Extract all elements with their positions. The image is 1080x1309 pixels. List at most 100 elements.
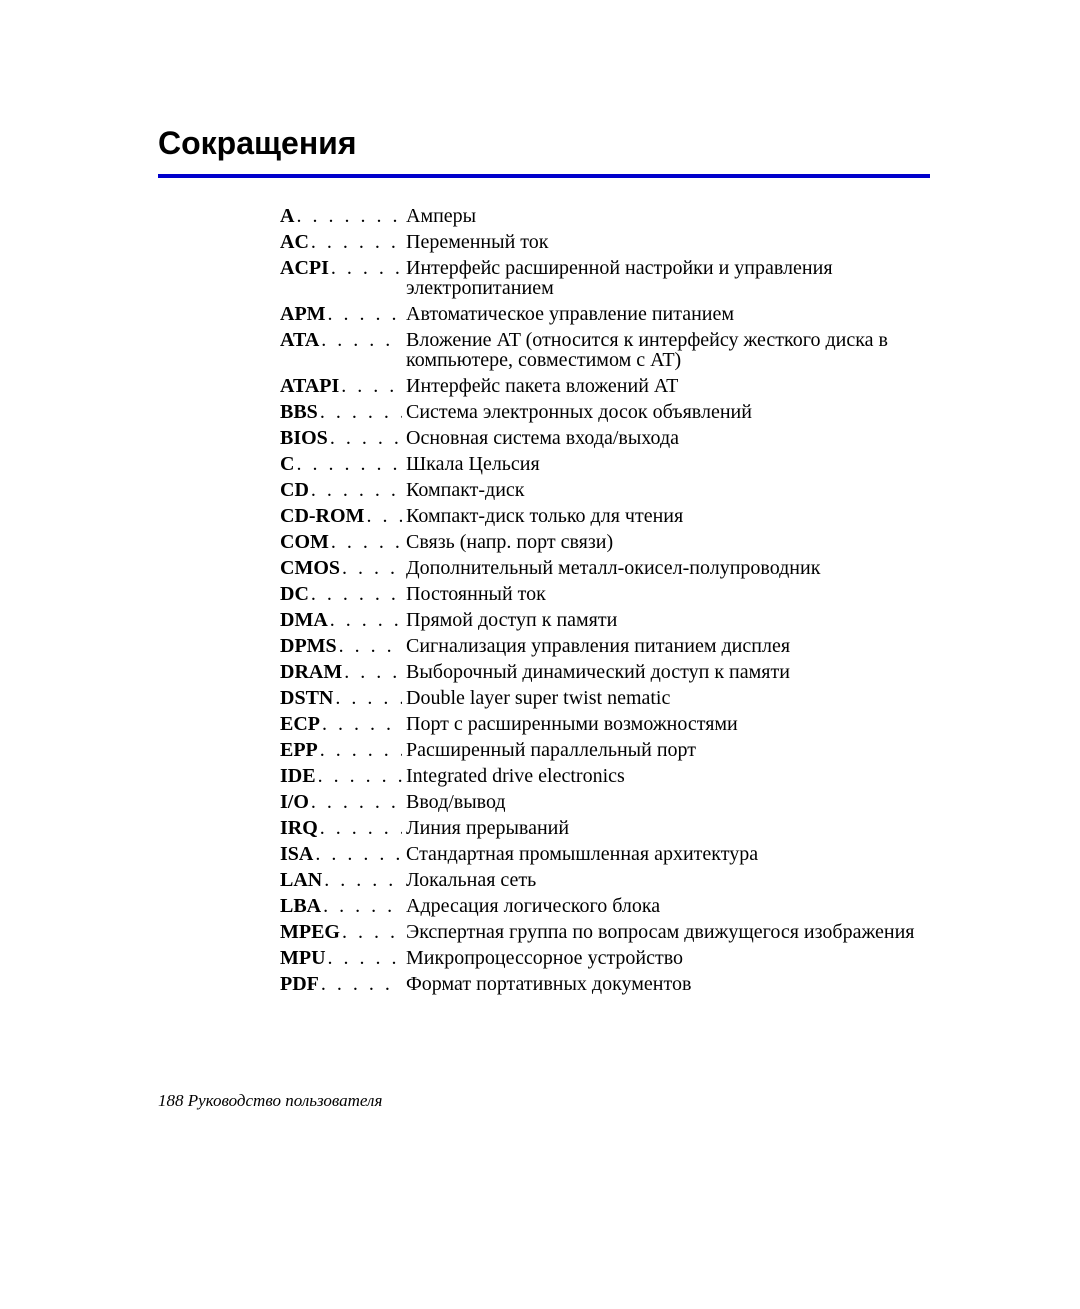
- leader-dots: . . . . . . . . . . . .: [318, 818, 402, 838]
- abbr-term-col: ECP . . . . . . . . . . . .: [280, 714, 402, 734]
- abbr-term-col: I/O . . . . . . . . . . . .: [280, 792, 402, 812]
- abbr-term-col: MPU . . . . . . . . . . . .: [280, 948, 402, 968]
- abbr-term: LBA: [280, 896, 321, 916]
- abbr-definition: Выборочный динамический доступ к памяти: [402, 662, 930, 682]
- abbr-definition: Экспертная группа по вопросам движущегос…: [402, 922, 930, 942]
- abbr-entry: BBS . . . . . . . . . . . .Система элект…: [280, 402, 930, 422]
- leader-dots: . . . . . . . . . . . .: [309, 232, 402, 252]
- leader-dots: . . . . . . . . . . . .: [294, 454, 402, 474]
- abbr-definition: Адресация логического блока: [402, 896, 930, 916]
- leader-dots: . . . . . . . . . . . .: [329, 258, 402, 278]
- abbr-term-col: DPMS . . . . . . . . . . . .: [280, 636, 402, 656]
- leader-dots: . . . . . . . . . . . .: [364, 506, 402, 526]
- abbr-term-col: APM . . . . . . . . . . . .: [280, 304, 402, 324]
- abbr-term-col: IDE . . . . . . . . . . . .: [280, 766, 402, 786]
- leader-dots: . . . . . . . . . . . .: [316, 766, 402, 786]
- abbr-term-col: ISA . . . . . . . . . . . .: [280, 844, 402, 864]
- leader-dots: . . . . . . . . . . . .: [340, 922, 402, 942]
- abbr-entry: LBA . . . . . . . . . . . .Адресация лог…: [280, 896, 930, 916]
- title-underline: [158, 174, 930, 178]
- abbr-entry: I/O . . . . . . . . . . . .Ввод/вывод: [280, 792, 930, 812]
- leader-dots: . . . . . . . . . . . .: [328, 428, 402, 448]
- abbr-definition: Локальная сеть: [402, 870, 930, 890]
- abbr-entry: MPEG . . . . . . . . . . . .Экспертная г…: [280, 922, 930, 942]
- abbr-term-col: DRAM . . . . . . . . . . . .: [280, 662, 402, 682]
- abbr-entry: ATA . . . . . . . . . . . .Вложение AT (…: [280, 330, 930, 370]
- abbr-definition: Микропроцессорное устройство: [402, 948, 930, 968]
- leader-dots: . . . . . . . . . . . .: [320, 714, 402, 734]
- abbr-definition: Система электронных досок объявлений: [402, 402, 930, 422]
- abbr-term: I/O: [280, 792, 309, 812]
- leader-dots: . . . . . . . . . . . .: [340, 558, 402, 578]
- leader-dots: . . . . . . . . . . . .: [319, 330, 402, 350]
- abbr-definition: Дополнительный металл-окисел-полупроводн…: [402, 558, 930, 578]
- abbr-entry: A . . . . . . . . . . . .Амперы: [280, 206, 930, 226]
- abbr-term-col: PDF . . . . . . . . . . . .: [280, 974, 402, 994]
- abbr-term-col: BBS . . . . . . . . . . . .: [280, 402, 402, 422]
- abbr-term-col: MPEG . . . . . . . . . . . .: [280, 922, 402, 942]
- leader-dots: . . . . . . . . . . . .: [328, 610, 402, 630]
- abbr-definition: Амперы: [402, 206, 930, 226]
- abbr-entry: AC . . . . . . . . . . . .Переменный ток: [280, 232, 930, 252]
- abbr-entry: ACPI . . . . . . . . . . . .Интерфейс ра…: [280, 258, 930, 298]
- abbr-term: CD-ROM: [280, 506, 364, 526]
- abbr-entry: DC . . . . . . . . . . . .Постоянный ток: [280, 584, 930, 604]
- abbr-term-col: CMOS . . . . . . . . . . . .: [280, 558, 402, 578]
- abbr-term-col: ATA . . . . . . . . . . . .: [280, 330, 402, 350]
- abbr-entry: COM . . . . . . . . . . . .Связь (напр. …: [280, 532, 930, 552]
- leader-dots: . . . . . . . . . . . .: [326, 948, 402, 968]
- abbr-entry: CMOS . . . . . . . . . . . .Дополнительн…: [280, 558, 930, 578]
- abbr-term-col: LBA . . . . . . . . . . . .: [280, 896, 402, 916]
- leader-dots: . . . . . . . . . . . .: [339, 376, 402, 396]
- abbr-entry: MPU . . . . . . . . . . . .Микропроцессо…: [280, 948, 930, 968]
- abbr-entry: APM . . . . . . . . . . . .Автоматическо…: [280, 304, 930, 324]
- abbr-entry: IRQ . . . . . . . . . . . .Линия прерыва…: [280, 818, 930, 838]
- abbr-term: CMOS: [280, 558, 340, 578]
- abbr-definition: Компакт-диск только для чтения: [402, 506, 930, 526]
- leader-dots: . . . . . . . . . . . .: [342, 662, 402, 682]
- leader-dots: . . . . . . . . . . . .: [333, 688, 402, 708]
- abbr-entry: CD-ROM . . . . . . . . . . . .Компакт-ди…: [280, 506, 930, 526]
- abbr-term: IDE: [280, 766, 316, 786]
- page-footer: 188 Руководство пользователя: [158, 1091, 382, 1111]
- abbr-definition: Расширенный параллельный порт: [402, 740, 930, 760]
- leader-dots: . . . . . . . . . . . .: [326, 304, 402, 324]
- abbr-definition: Связь (напр. порт связи): [402, 532, 930, 552]
- abbr-definition: Double layer super twist nematic: [402, 688, 930, 708]
- abbr-term-col: COM . . . . . . . . . . . .: [280, 532, 402, 552]
- abbr-term-col: CD-ROM . . . . . . . . . . . .: [280, 506, 402, 526]
- abbr-term: ACPI: [280, 258, 329, 278]
- abbr-entry: DRAM . . . . . . . . . . . .Выборочный д…: [280, 662, 930, 682]
- leader-dots: . . . . . . . . . . . .: [337, 636, 402, 656]
- leader-dots: . . . . . . . . . . . .: [309, 480, 402, 500]
- abbr-term-col: ACPI . . . . . . . . . . . .: [280, 258, 402, 278]
- abbr-entry: BIOS . . . . . . . . . . . .Основная сис…: [280, 428, 930, 448]
- abbr-definition: Компакт-диск: [402, 480, 930, 500]
- abbr-term-col: CD . . . . . . . . . . . .: [280, 480, 402, 500]
- leader-dots: . . . . . . . . . . . .: [329, 532, 402, 552]
- abbr-definition: Основная система входа/выхода: [402, 428, 930, 448]
- abbr-definition: Переменный ток: [402, 232, 930, 252]
- abbr-definition: Integrated drive electronics: [402, 766, 930, 786]
- abbr-definition: Прямой доступ к памяти: [402, 610, 930, 630]
- abbr-definition: Стандартная промышленная архитектура: [402, 844, 930, 864]
- abbr-term: DSTN: [280, 688, 333, 708]
- abbr-term: COM: [280, 532, 329, 552]
- abbr-term: BIOS: [280, 428, 328, 448]
- abbr-entry: ISA . . . . . . . . . . . .Стандартная п…: [280, 844, 930, 864]
- abbr-entry: DPMS . . . . . . . . . . . .Сигнализация…: [280, 636, 930, 656]
- leader-dots: . . . . . . . . . . . .: [294, 206, 402, 226]
- abbr-entry: C . . . . . . . . . . . .Шкала Цельсия: [280, 454, 930, 474]
- abbr-term: ATA: [280, 330, 319, 350]
- abbr-term: ATAPI: [280, 376, 339, 396]
- abbr-term: APM: [280, 304, 326, 324]
- abbr-term-col: DC . . . . . . . . . . . .: [280, 584, 402, 604]
- abbr-term-col: LAN . . . . . . . . . . . .: [280, 870, 402, 890]
- abbr-term: DRAM: [280, 662, 342, 682]
- abbr-term: BBS: [280, 402, 318, 422]
- abbr-term: MPU: [280, 948, 326, 968]
- abbr-definition: Постоянный ток: [402, 584, 930, 604]
- abbr-definition: Порт с расширенными возможностями: [402, 714, 930, 734]
- abbr-term-col: DMA . . . . . . . . . . . .: [280, 610, 402, 630]
- abbr-entry: PDF . . . . . . . . . . . .Формат портат…: [280, 974, 930, 994]
